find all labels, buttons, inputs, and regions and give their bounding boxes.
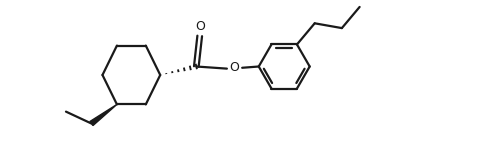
Polygon shape — [90, 104, 117, 126]
Text: O: O — [195, 20, 205, 33]
Text: O: O — [230, 61, 240, 74]
